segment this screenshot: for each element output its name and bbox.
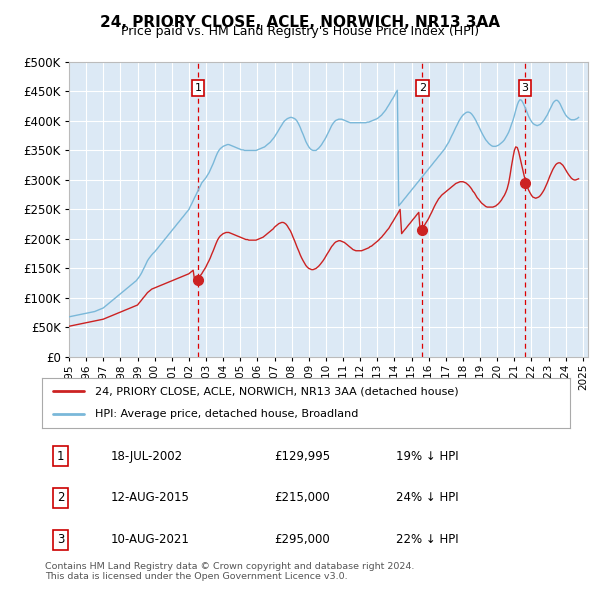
Text: 1: 1: [194, 83, 202, 93]
Text: 3: 3: [521, 83, 529, 93]
Text: 12-AUG-2015: 12-AUG-2015: [110, 491, 190, 504]
Text: 24% ↓ HPI: 24% ↓ HPI: [396, 491, 458, 504]
Text: 10-AUG-2021: 10-AUG-2021: [110, 533, 190, 546]
Text: £295,000: £295,000: [274, 533, 330, 546]
Text: 24, PRIORY CLOSE, ACLE, NORWICH, NR13 3AA (detached house): 24, PRIORY CLOSE, ACLE, NORWICH, NR13 3A…: [95, 386, 458, 396]
Text: £215,000: £215,000: [274, 491, 330, 504]
Text: HPI: Average price, detached house, Broadland: HPI: Average price, detached house, Broa…: [95, 409, 358, 419]
Text: Price paid vs. HM Land Registry's House Price Index (HPI): Price paid vs. HM Land Registry's House …: [121, 25, 479, 38]
Text: 2: 2: [57, 491, 64, 504]
Text: 22% ↓ HPI: 22% ↓ HPI: [396, 533, 458, 546]
Text: Contains HM Land Registry data © Crown copyright and database right 2024.
This d: Contains HM Land Registry data © Crown c…: [45, 562, 415, 581]
Text: 18-JUL-2002: 18-JUL-2002: [110, 450, 183, 463]
Text: 19% ↓ HPI: 19% ↓ HPI: [396, 450, 458, 463]
Text: 2: 2: [419, 83, 426, 93]
Text: 24, PRIORY CLOSE, ACLE, NORWICH, NR13 3AA: 24, PRIORY CLOSE, ACLE, NORWICH, NR13 3A…: [100, 15, 500, 30]
Text: 3: 3: [57, 533, 64, 546]
Text: £129,995: £129,995: [274, 450, 331, 463]
Text: 1: 1: [57, 450, 64, 463]
